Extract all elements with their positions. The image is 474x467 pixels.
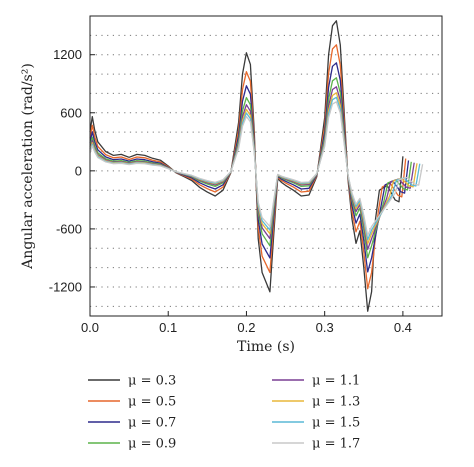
- legend-label: μ = 0.9: [128, 437, 176, 452]
- legend-label: μ = 1.5: [312, 416, 360, 431]
- legend-label: μ = 0.5: [128, 395, 176, 410]
- ticks: -1200 -600 0 600 1200 0.0 0.1 0.2 0.3 0.4: [49, 47, 412, 335]
- series-line: [89, 62, 410, 273]
- x-tick-label: 0.4: [394, 320, 412, 335]
- series-line: [89, 77, 412, 259]
- legend: μ = 0.3 μ = 0.5 μ = 0.7 μ = 0.9 μ = 1.1 μ = 1…: [88, 374, 360, 452]
- y-tick-label: 1200: [53, 47, 82, 62]
- legend-label: μ = 1.3: [312, 395, 360, 410]
- series-line: [89, 20, 404, 312]
- y-tick-label: -600: [56, 221, 82, 236]
- legend-item: μ = 0.7: [88, 416, 176, 431]
- x-tick-label: 0.0: [81, 320, 99, 335]
- series-layer: [89, 20, 424, 312]
- legend-item: μ = 1.5: [272, 416, 360, 431]
- plot-frame: [89, 15, 443, 317]
- x-axis-title: Time (s): [237, 339, 295, 355]
- series-line: [89, 44, 407, 290]
- y-tick-label: 0: [75, 163, 82, 178]
- legend-item: μ = 1.1: [272, 374, 360, 389]
- legend-item: μ = 0.3: [88, 374, 176, 389]
- x-tick-label: 0.2: [237, 320, 255, 335]
- x-tick-label: 0.1: [159, 320, 177, 335]
- x-tick-label: 0.3: [316, 320, 334, 335]
- legend-label: μ = 0.7: [128, 416, 176, 431]
- legend-item: μ = 0.5: [88, 395, 176, 410]
- legend-label: μ = 1.1: [312, 374, 360, 389]
- legend-label: μ = 0.3: [128, 374, 176, 389]
- y-axis-title: Angular acceleration (rad/s²): [20, 63, 36, 270]
- legend-item: μ = 1.3: [272, 395, 360, 410]
- y-tick-label: -1200: [49, 279, 82, 294]
- legend-label: μ = 1.7: [312, 437, 360, 452]
- legend-item: μ = 1.7: [272, 437, 360, 452]
- series-line: [89, 101, 424, 237]
- y-tick-label: 600: [60, 105, 82, 120]
- legend-item: μ = 0.9: [88, 437, 176, 452]
